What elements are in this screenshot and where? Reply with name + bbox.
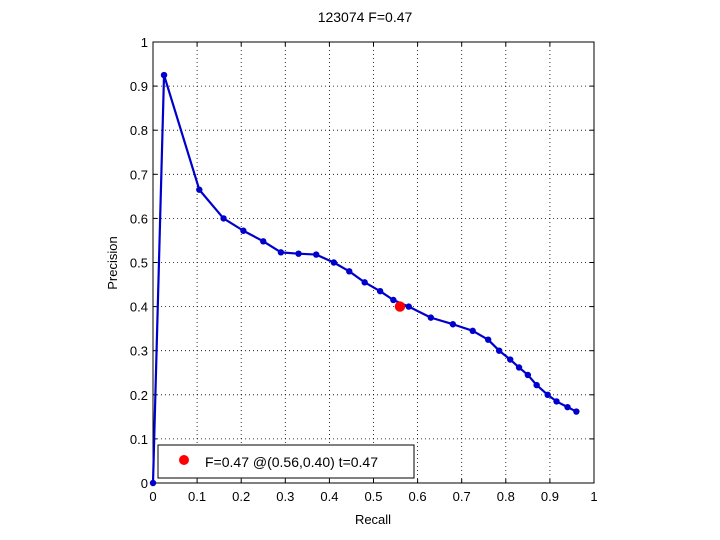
pr-curve-point <box>376 287 384 295</box>
x-tick-label: 0.9 <box>541 489 559 504</box>
pr-curve-point <box>196 186 203 193</box>
x-tick-label: 0.5 <box>364 489 382 504</box>
x-tick-label: 1 <box>590 489 597 504</box>
pr-curve-point <box>149 479 157 487</box>
pr-curve-point <box>507 356 514 363</box>
pr-curve-point <box>495 347 503 354</box>
x-tick-label: 0.2 <box>232 489 250 504</box>
pr-curve-point <box>533 381 540 389</box>
y-tick-label: 0.2 <box>130 388 148 403</box>
pr-curve-point <box>564 403 571 411</box>
pr-curve-line <box>151 73 577 484</box>
pr-curve-point <box>544 391 551 398</box>
pr-curve-point <box>295 250 302 257</box>
x-tick-label: 0.3 <box>276 489 294 504</box>
pr-curve-point <box>469 327 476 335</box>
pr-curve-point <box>260 238 267 245</box>
legend: F=0.47 @(0.56,0.40) t=0.47 <box>157 444 415 479</box>
pr-curve-point <box>524 371 532 379</box>
pr-curve-point <box>220 215 227 222</box>
pr-curve-point <box>515 364 523 371</box>
pr-curve-point <box>405 303 412 310</box>
x-tick-label: 0.6 <box>409 489 427 504</box>
x-tick-label: 0 <box>149 489 156 504</box>
axis-ticks: 0 0.1 0.2 0.3 0.4 0.5 0.6 0.7 0.8 0.9 1 0 0.1 0.2 0.3 0… <box>130 35 598 504</box>
x-axis-label: Recall <box>355 512 391 527</box>
pr-curve-point <box>553 398 560 405</box>
y-tick-label: 1 <box>141 35 148 50</box>
y-axis-label: Precision <box>105 236 120 289</box>
y-tick-label: 0.8 <box>130 123 148 138</box>
x-tick-label: 0.8 <box>497 489 515 504</box>
y-tick-label: 0.7 <box>130 167 148 182</box>
pr-curve-point <box>427 314 435 321</box>
pr-curve-point <box>390 296 397 304</box>
x-tick-label: 0.4 <box>320 489 338 504</box>
pr-curve-point <box>330 259 338 266</box>
legend-box <box>157 444 415 479</box>
max-f-point <box>394 301 406 312</box>
chart-title: 123074 F=0.47 <box>318 9 413 25</box>
series <box>149 71 580 487</box>
pr-curve-point <box>484 336 492 343</box>
pr-curve-point <box>361 279 368 286</box>
pr-curve-point <box>573 408 580 415</box>
y-tick-label: 0.1 <box>130 432 148 447</box>
pr-curve-point <box>240 227 247 234</box>
y-tick-label: 0.5 <box>130 256 148 271</box>
pr-curve-point <box>277 249 285 256</box>
y-tick-label: 0.6 <box>130 211 148 226</box>
x-tick-label: 0.7 <box>453 489 471 504</box>
x-tick-label: 0.1 <box>188 489 206 504</box>
pr-curve-point <box>160 71 168 79</box>
legend-label: F=0.47 @(0.56,0.40) t=0.47 <box>205 454 378 470</box>
y-tick-label: 0.9 <box>130 79 148 94</box>
grid <box>153 42 594 483</box>
y-tick-label: 0 <box>141 476 148 491</box>
pr-curve-point <box>312 251 320 258</box>
legend-marker <box>179 455 189 465</box>
pr-curve-point <box>449 321 457 328</box>
y-tick-label: 0.3 <box>130 344 148 359</box>
y-tick-label: 0.4 <box>130 300 148 315</box>
pr-curve-point <box>346 268 353 275</box>
